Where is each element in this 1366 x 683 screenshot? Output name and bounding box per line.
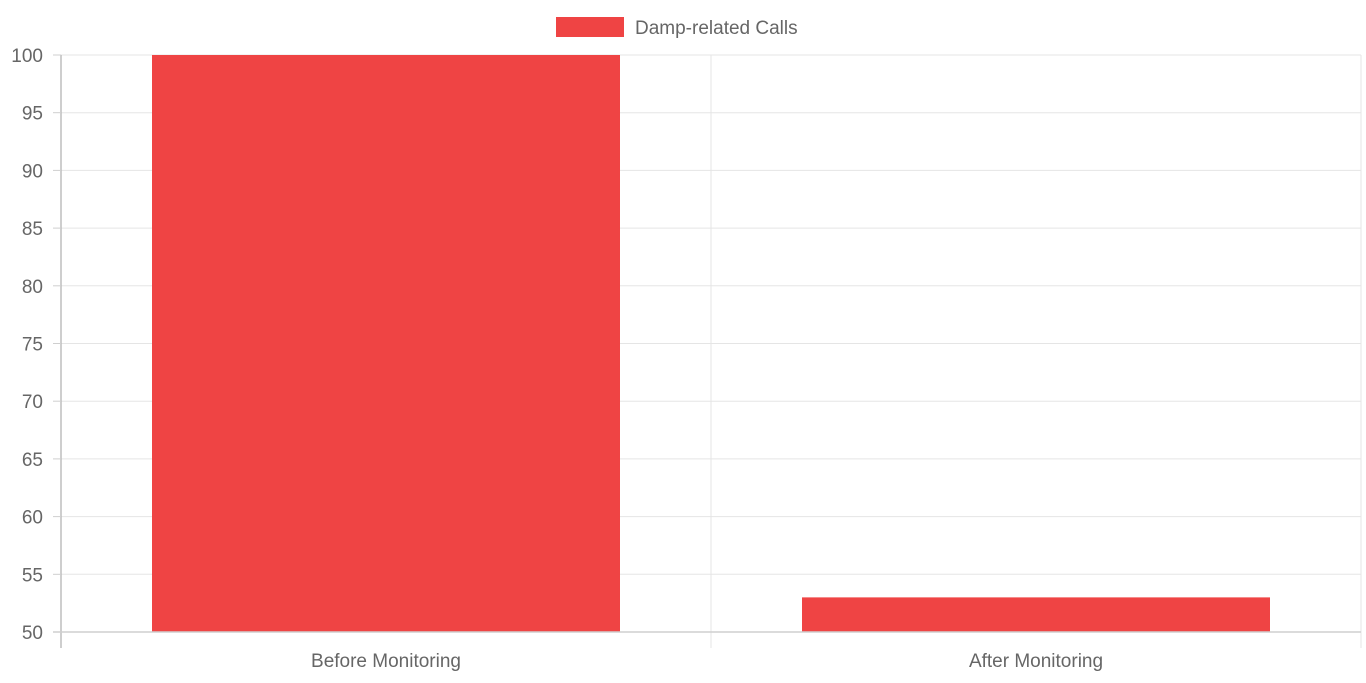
- y-tick-label: 90: [22, 161, 43, 182]
- x-tick-label: After Monitoring: [969, 651, 1103, 672]
- axes: [53, 54, 1361, 648]
- bar: [802, 597, 1270, 632]
- y-tick-label: 50: [22, 623, 43, 644]
- y-tick-label: 95: [22, 104, 43, 125]
- y-tick-label: 100: [11, 46, 43, 67]
- legend-label: Damp-related Calls: [635, 18, 798, 39]
- legend[interactable]: Damp-related Calls: [556, 17, 798, 39]
- legend-swatch: [556, 17, 624, 37]
- x-tick-label: Before Monitoring: [311, 651, 461, 672]
- y-tick-label: 70: [22, 392, 43, 413]
- y-tick-label: 85: [22, 219, 43, 240]
- y-tick-label: 65: [22, 450, 43, 471]
- y-axis-ticks: 50 55 60 65 70 75 80 85 90 95 100: [11, 46, 43, 644]
- bar: [152, 55, 620, 632]
- y-tick-label: 55: [22, 565, 43, 586]
- y-tick-label: 80: [22, 277, 43, 298]
- y-tick-label: 75: [22, 335, 43, 356]
- x-axis-ticks: Before Monitoring After Monitoring: [311, 651, 1103, 672]
- bar-series: [152, 55, 1270, 632]
- y-tick-label: 60: [22, 508, 43, 529]
